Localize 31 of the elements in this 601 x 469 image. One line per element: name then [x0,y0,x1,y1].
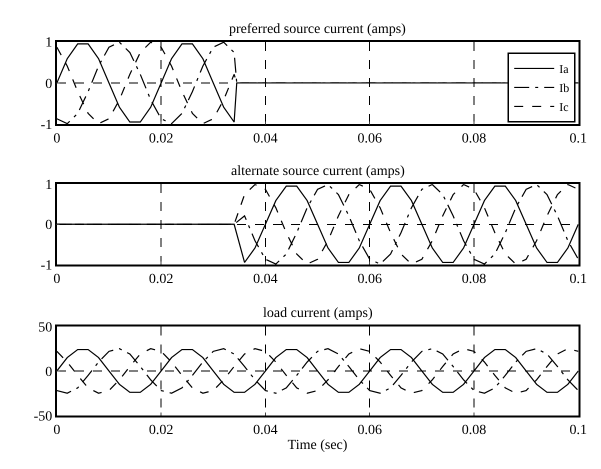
y-tick-label: 0 [45,218,52,234]
y-tick-label: 1 [45,178,52,194]
x-tick-label: 0.02 [148,132,174,147]
x-tick-label: 0.1 [570,423,588,438]
x-tick-label: 0.02 [148,272,174,288]
chart-title: alternate source current (amps) [231,164,406,179]
x-tick-label: 0.08 [462,132,486,147]
legend-label: Ia [559,62,570,76]
x-tick-label: 0.04 [253,272,278,288]
x-tick-label: 0.1 [570,272,588,288]
y-tick-label: -1 [40,118,52,133]
x-tick-label: 0.06 [357,132,382,147]
chart-title: load current (amps) [263,306,373,321]
y-tick-label: 0 [45,76,52,92]
x-tick-label: 0.06 [357,272,382,288]
x-tick-label: 0.04 [253,132,278,147]
legend-label: Ic [559,100,569,114]
x-tick-label: 0.04 [253,423,278,438]
y-tick-label: 0 [45,364,52,380]
x-tick-label: 0.1 [570,132,588,147]
x-tick-label: 0.06 [357,423,382,438]
x-tick-label: 0.02 [148,423,174,438]
y-tick-label: 1 [45,36,52,51]
legend-label: Ib [559,81,570,96]
y-tick-label: -1 [40,258,52,274]
y-tick-label: -50 [34,409,52,424]
x-tick-label: 0.08 [462,272,486,288]
x-tick-label: 0.08 [462,423,486,438]
chart-title: preferred source current (amps) [229,22,406,37]
x-axis-title: Time (sec) [288,438,348,453]
y-tick-label: 50 [38,320,52,336]
